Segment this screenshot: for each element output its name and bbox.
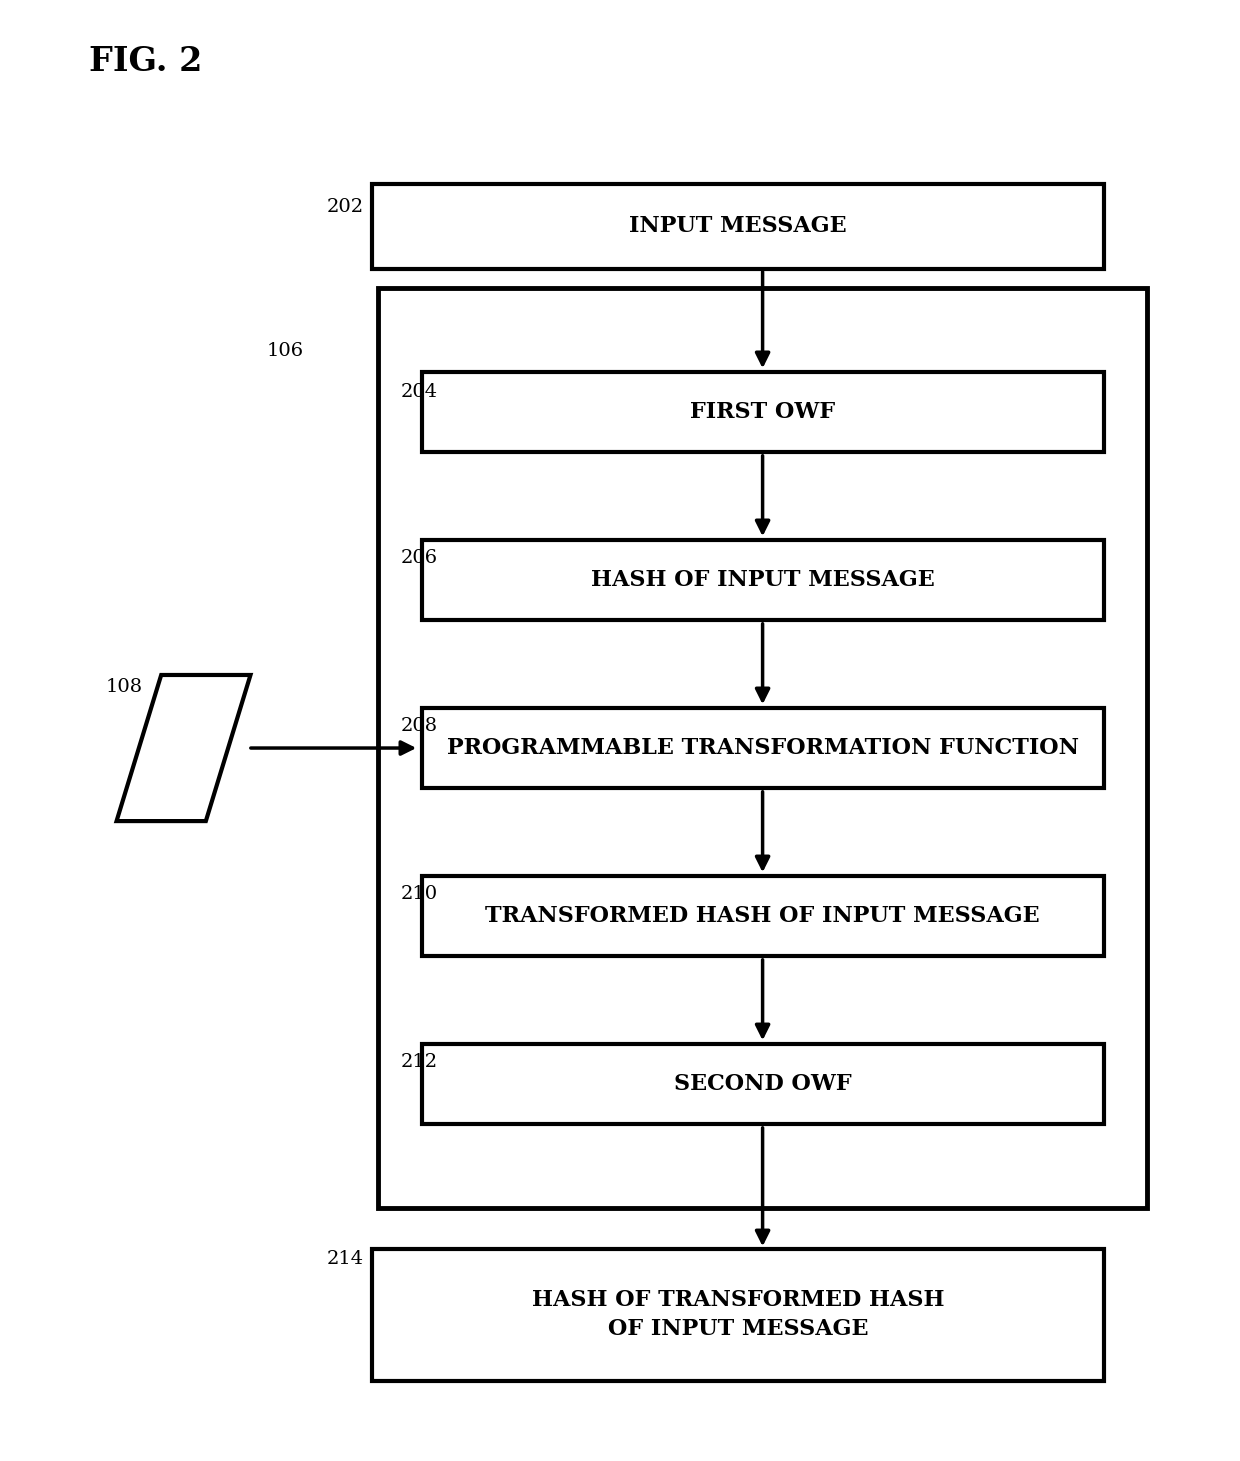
- Bar: [422, 877, 1104, 957]
- Text: TRANSFORMED HASH OF INPUT MESSAGE: TRANSFORMED HASH OF INPUT MESSAGE: [485, 904, 1040, 928]
- Bar: [422, 1043, 1104, 1125]
- Text: HASH OF TRANSFORMED HASH
OF INPUT MESSAGE: HASH OF TRANSFORMED HASH OF INPUT MESSAG…: [532, 1290, 944, 1340]
- Polygon shape: [117, 675, 250, 821]
- Text: FIG. 2: FIG. 2: [89, 45, 202, 77]
- Bar: [372, 184, 1104, 269]
- Text: 212: 212: [401, 1053, 438, 1071]
- Text: 106: 106: [267, 342, 304, 359]
- Text: HASH OF INPUT MESSAGE: HASH OF INPUT MESSAGE: [590, 568, 935, 592]
- Text: SECOND OWF: SECOND OWF: [673, 1072, 852, 1096]
- Text: 210: 210: [401, 885, 438, 903]
- Text: 208: 208: [401, 717, 438, 735]
- Bar: [422, 371, 1104, 453]
- Bar: [378, 288, 1147, 1208]
- Text: 108: 108: [105, 678, 143, 695]
- Text: 214: 214: [326, 1251, 363, 1268]
- Bar: [422, 709, 1104, 789]
- Bar: [372, 1249, 1104, 1381]
- Text: 202: 202: [326, 199, 363, 216]
- Text: PROGRAMMABLE TRANSFORMATION FUNCTION: PROGRAMMABLE TRANSFORMATION FUNCTION: [446, 736, 1079, 760]
- Bar: [422, 539, 1104, 619]
- Text: INPUT MESSAGE: INPUT MESSAGE: [629, 215, 847, 238]
- Text: 206: 206: [401, 549, 438, 567]
- Text: 204: 204: [401, 383, 438, 400]
- Text: FIRST OWF: FIRST OWF: [689, 400, 836, 424]
